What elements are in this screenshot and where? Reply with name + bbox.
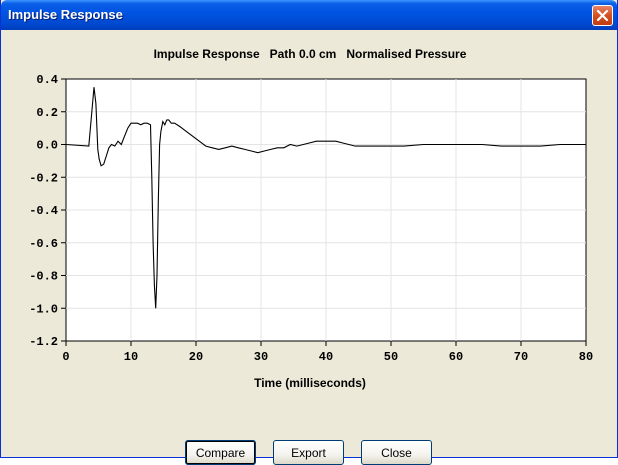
x-tick-label: 0 [62,350,69,364]
compare-button-label: Compare [195,445,246,460]
x-tick-label: 20 [189,350,203,364]
y-tick-label: -0.8 [29,270,58,284]
y-tick-label: 0.4 [36,73,58,87]
x-axis-ticks: 0 10 20 30 40 50 60 70 80 [62,341,593,364]
y-tick-label: -1.2 [29,335,58,349]
export-button[interactable]: Export [273,440,344,465]
chart-title: Impulse Response Path 0.0 cm Normalised … [154,47,467,61]
x-tick-label: 30 [254,350,268,364]
y-tick-label: 0.0 [36,139,58,153]
x-tick-label: 40 [319,350,333,364]
dialog-client-area: Impulse Response Path 0.0 cm Normalised … [4,30,614,465]
close-icon [596,9,609,22]
x-tick-label: 80 [579,350,593,364]
impulse-response-line [65,87,586,309]
grid-lines [66,79,586,341]
export-button-label: Export [291,445,326,460]
title-bar[interactable]: Impulse Response [1,0,617,30]
x-tick-label: 50 [384,350,398,364]
x-tick-label: 70 [514,350,528,364]
x-tick-label: 60 [449,350,463,364]
y-tick-label: -0.4 [29,204,58,218]
x-axis-label: Time (milliseconds) [254,376,366,390]
y-tick-label: 0.2 [36,106,58,120]
plot-area [65,78,587,342]
close-button-label: Close [381,445,412,460]
y-axis-ticks: 0.4 0.2 0.0 -0.2 -0.4 -0.6 -0.8 -1.0 -1.2 [29,73,66,349]
y-tick-label: -0.2 [29,171,58,185]
window-title: Impulse Response [8,7,123,22]
close-button[interactable]: Close [361,440,432,465]
y-tick-label: -0.6 [29,237,58,251]
impulse-response-chart: Impulse Response Path 0.0 cm Normalised … [29,47,593,390]
y-tick-label: -1.0 [29,302,58,316]
x-tick-label: 10 [124,350,138,364]
window-close-button[interactable] [592,5,613,26]
compare-button[interactable]: Compare [185,440,256,465]
